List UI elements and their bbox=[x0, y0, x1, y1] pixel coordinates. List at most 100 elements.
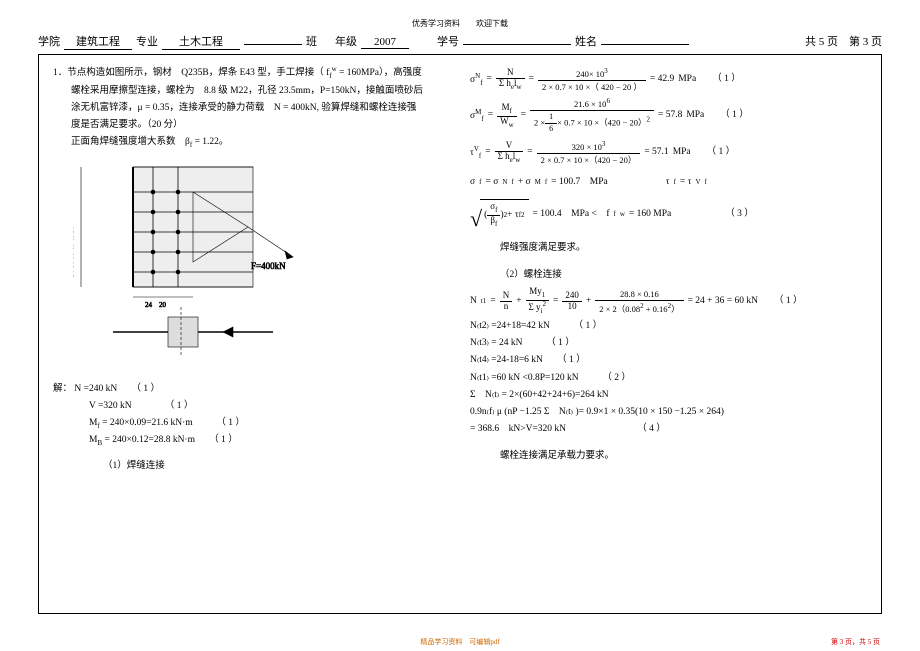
problem-line-2: 螺栓采用摩擦型连接，螺栓为 8.8 级 M22，孔径 23.5mm，P=150k… bbox=[53, 83, 450, 100]
sym: σ bbox=[470, 174, 475, 191]
text: 1．节点构造如图所示，钢材 Q235B，焊条 E43 型，手工焊接（ f bbox=[53, 68, 329, 78]
value-sid bbox=[463, 44, 571, 45]
sup: M bbox=[535, 176, 541, 189]
doc-watermark: 优秀学习资料 欢迎下载 bbox=[38, 18, 882, 29]
right-column: σNf = NΣ helw = 240× 1032 × 0.7 × 10 ×（ … bbox=[460, 63, 867, 605]
sub: f bbox=[705, 176, 707, 189]
eq-tau-v: τVf = VΣ helw = 320 × 1032 × 0.7 × 10 ×（… bbox=[470, 139, 867, 166]
label-major: 专业 bbox=[136, 33, 158, 49]
text: = 160 MPa bbox=[629, 206, 671, 223]
problem-line-5: 正面角焊缝强度增大系数 βf = 1.22。 bbox=[53, 134, 450, 151]
frac: 240× 1032 × 0.7 × 10 ×（ 420 − 20 ） bbox=[538, 66, 646, 93]
sym: τ bbox=[666, 174, 670, 191]
problem-line-1: 1．节点构造如图所示，钢材 Q235B，焊条 E43 型，手工焊接（ ffw =… bbox=[53, 63, 450, 83]
eqref: （ 3 ） bbox=[725, 206, 754, 223]
text: = σ bbox=[485, 174, 498, 191]
frac: NΣ helw bbox=[496, 68, 525, 91]
structural-diagram: 50 80 80 40 40 50 bbox=[73, 157, 450, 374]
eq-bolt-final: = 368.6 kN>V=320 kN （ 4 ） bbox=[470, 421, 867, 438]
page: 优秀学习资料 欢迎下载 学院 建筑工程 专业 土木工程 班 年级 2007 学号… bbox=[0, 0, 920, 651]
text: 解： bbox=[53, 384, 72, 394]
value-grade: 2007 bbox=[361, 36, 409, 49]
text: N =240 kN （ 1 ） bbox=[74, 384, 160, 394]
eq-bolt-nt1: Nt1 = Nn + My1Σ yi2 = 24010 + 28.8 × 0.1… bbox=[470, 287, 867, 315]
form-header: 学院 建筑工程 专业 土木工程 班 年级 2007 学号 姓名 共 5 页 第 … bbox=[38, 33, 882, 50]
footer-watermark: 精品学习资料 可编辑pdf bbox=[420, 637, 499, 647]
label-class: 班 bbox=[306, 33, 317, 49]
sub: f bbox=[674, 176, 676, 189]
eqref: （ 1 ） bbox=[774, 293, 803, 310]
sup: N bbox=[502, 176, 507, 189]
text: = 1.22。 bbox=[192, 137, 228, 147]
result: = 42.9 bbox=[650, 71, 674, 88]
unit: MPa bbox=[673, 144, 691, 161]
sqrt: √ (σfβf)2 + τf2 bbox=[470, 199, 529, 230]
conclusion-weld: 焊缝强度满足要求。 bbox=[470, 240, 867, 257]
eqref: （ 1 ） bbox=[720, 107, 749, 124]
value-college: 建筑工程 bbox=[64, 33, 132, 50]
sub: t1 bbox=[481, 295, 486, 308]
eq-bolt-check: N₍t1₎ =60 kN <0.8P=120 kN （ 2 ） bbox=[470, 370, 867, 387]
sol-line-3: Mf = 240×0.09=21.6 kN·m （ 1 ） bbox=[53, 415, 450, 432]
value-major: 土木工程 bbox=[162, 33, 240, 50]
value-class bbox=[244, 44, 302, 45]
radicand: (σfβf)2 + τf2 bbox=[480, 199, 528, 230]
sub: f bbox=[479, 176, 481, 189]
frac: VΣ helw bbox=[495, 141, 524, 164]
text: = τ bbox=[680, 174, 692, 191]
result: = 24 + 36 = 60 kN bbox=[688, 293, 758, 310]
sym: τVf bbox=[470, 143, 481, 163]
eq-bolt-friction: 0.9n₍f₎ μ (nP −1.25 Σ N₍t₎ )= 0.9×1 × 0.… bbox=[470, 404, 867, 421]
frac: 24010 bbox=[562, 291, 582, 312]
content-frame: 1．节点构造如图所示，钢材 Q235B，焊条 E43 型，手工焊接（ ffw =… bbox=[38, 54, 882, 614]
text: = 160MPa），高强度 bbox=[337, 68, 422, 78]
sym: N bbox=[470, 293, 477, 310]
section-2-title: （2）螺栓连接 bbox=[470, 267, 867, 284]
sol-line-2: V =320 kN （ 1 ） bbox=[53, 398, 450, 415]
eq-combined-check: √ (σfβf)2 + τf2 = 100.4 MPa < ffw = 160 … bbox=[470, 199, 867, 230]
eq-bolt-sum: Σ N₍t₎ = 2×(60+42+24+6)=264 kN bbox=[470, 387, 867, 404]
sup: w bbox=[620, 208, 625, 221]
text: = 100.7 MPa bbox=[551, 174, 608, 191]
eq-sigma-m: σMf = MfWw = 21.6 × 106 2 ×16× 0.7 × 10 … bbox=[470, 96, 867, 136]
svg-text:F=400kN: F=400kN bbox=[251, 261, 286, 271]
text: 正面角焊缝强度增大系数 β bbox=[71, 137, 190, 147]
sub: f bbox=[545, 176, 547, 189]
frac: 320 × 1032 × 0.7 × 10 ×（420 − 20） bbox=[537, 139, 641, 166]
footer-pager: 第 3 页，共 5 页 bbox=[831, 637, 880, 647]
sol-line-4: MB = 240×0.12=28.8 kN·m （ 1 ） bbox=[53, 432, 450, 449]
left-column: 1．节点构造如图所示，钢材 Q235B，焊条 E43 型，手工焊接（ ffw =… bbox=[53, 63, 460, 605]
text: = 240×0.12=28.8 kN·m （ 1 ） bbox=[102, 435, 238, 445]
pager-text: 共 5 页 第 3 页 bbox=[805, 33, 882, 49]
eq-bolt-nt2: N₍t2₎ =24+18=42 kN （ 1 ） bbox=[470, 318, 867, 335]
eq-sigma-sum: σf = σNf + σMf = 100.7 MPa τf = τVf bbox=[470, 174, 867, 191]
unit: MPa bbox=[678, 71, 696, 88]
eq-sigma-n: σNf = NΣ helw = 240× 1032 × 0.7 × 10 ×（ … bbox=[470, 66, 867, 93]
frac: 28.8 × 0.162 × 2（0.082 + 0.162） bbox=[595, 288, 683, 315]
value-name bbox=[601, 44, 689, 45]
problem-line-3: 涂无机富锌漆，μ = 0.35，连接承受的静力荷载 N = 400kN, 验算焊… bbox=[53, 100, 450, 117]
frac: 21.6 × 106 2 ×16× 0.7 × 10 ×（420 − 20）2 bbox=[530, 96, 654, 136]
section-1-title: （1）焊缝连接 bbox=[53, 458, 450, 475]
text: = 100.4 MPa < f bbox=[533, 206, 610, 223]
label-sid: 学号 bbox=[437, 33, 459, 49]
frac: My1Σ yi2 bbox=[526, 287, 549, 315]
label-name: 姓名 bbox=[575, 33, 597, 49]
conclusion-bolt: 螺栓连接满足承载力要求。 bbox=[470, 448, 867, 465]
solution-label: 解： N =240 kN （ 1 ） bbox=[53, 381, 450, 398]
sym: σMf bbox=[470, 106, 484, 126]
unit: MPa bbox=[686, 107, 704, 124]
frac: MfWw bbox=[497, 103, 517, 129]
eqref: （ 1 ） bbox=[707, 144, 736, 161]
diagram-svg: 50 80 80 40 40 50 bbox=[73, 157, 313, 367]
frac: Nn bbox=[500, 291, 513, 312]
sym: σNf bbox=[470, 70, 483, 90]
sup: V bbox=[695, 176, 700, 189]
svg-text:50 80 80 40 40 50: 50 80 80 40 40 50 bbox=[73, 226, 75, 277]
subscript: f bbox=[329, 72, 331, 80]
sub: f bbox=[613, 208, 615, 221]
text: + σ bbox=[518, 174, 531, 191]
text: = 240×0.09=21.6 kN·m （ 1 ） bbox=[100, 418, 245, 428]
result: = 57.8 bbox=[658, 107, 682, 124]
label-grade: 年级 bbox=[335, 33, 357, 49]
